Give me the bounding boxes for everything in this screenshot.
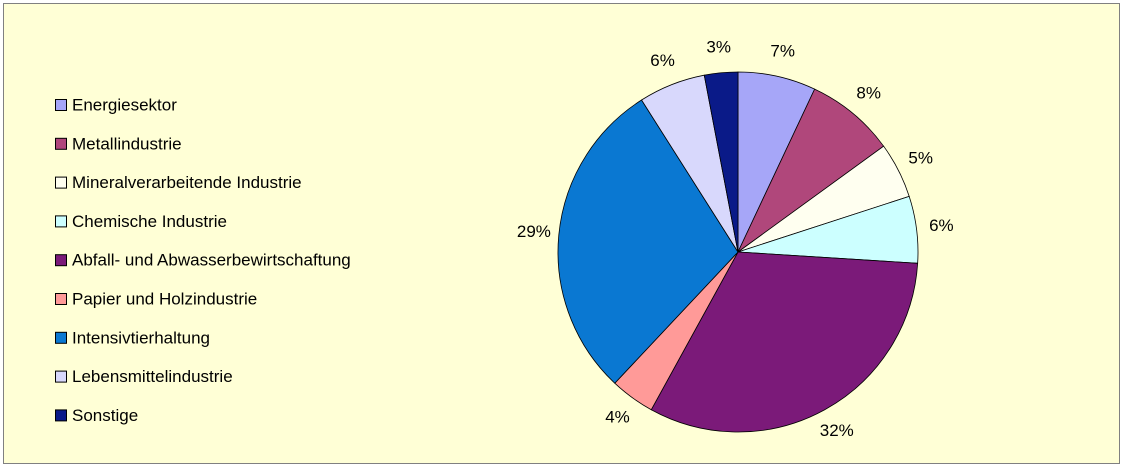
legend-label: Energiesektor (72, 95, 177, 114)
pie-slice (650, 251, 919, 433)
data-label: 4% (605, 407, 630, 426)
data-label: 8% (856, 84, 881, 103)
data-label: 3% (706, 37, 731, 56)
legend-label: Abfall- und Abwasserbewirtschaftung (72, 251, 351, 270)
data-label: 29% (517, 222, 551, 241)
legend-swatch (55, 215, 67, 228)
legend-swatch (55, 409, 67, 422)
legend-swatch (55, 331, 67, 344)
legend-swatch (55, 176, 67, 189)
data-label: 32% (820, 421, 854, 440)
legend-label: Sonstige (72, 406, 138, 425)
legend-label: Intensivtierhaltung (72, 328, 210, 347)
legend-swatch (55, 293, 67, 305)
data-label: 6% (929, 216, 954, 235)
legend-swatch (55, 137, 67, 150)
data-label: 6% (650, 51, 675, 70)
pie-slice (557, 99, 739, 384)
pie-slice (737, 88, 885, 253)
data-label: 5% (908, 148, 933, 167)
pie-slice (703, 71, 739, 253)
legend-label: Metallindustrie (72, 134, 182, 153)
legend-label: Chemische Industrie (72, 212, 227, 231)
legend-label: Lebensmittelindustrie (72, 367, 233, 386)
legend-label: Papier und Holzindustrie (72, 289, 257, 308)
legend-swatch (55, 99, 67, 111)
legend-swatch (55, 370, 67, 383)
data-label: 7% (770, 41, 795, 60)
legend-swatch (55, 254, 67, 267)
legend-label: Mineralverarbeitende Industrie (72, 173, 302, 192)
